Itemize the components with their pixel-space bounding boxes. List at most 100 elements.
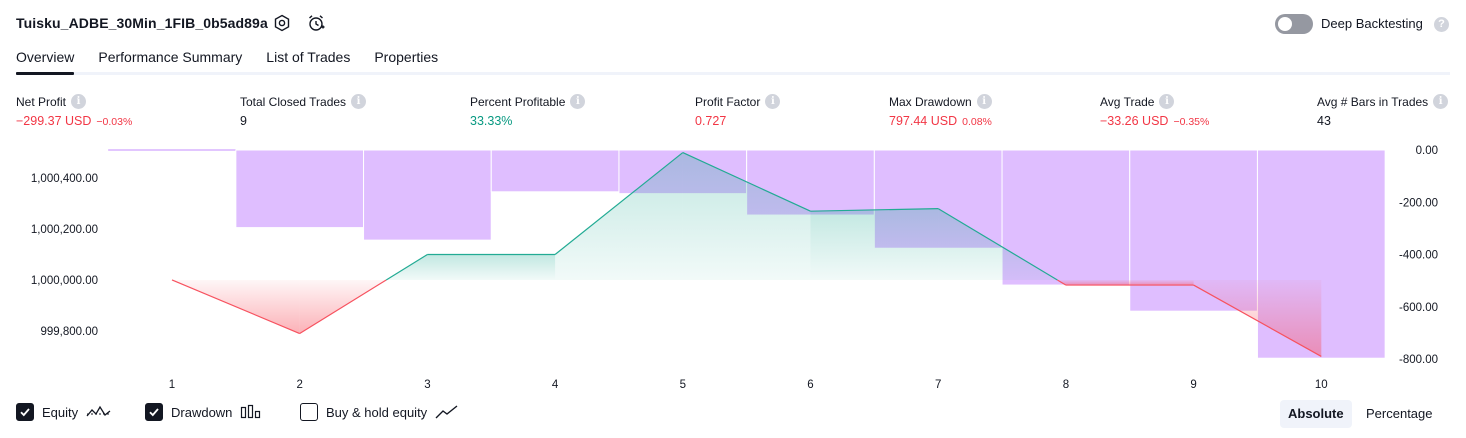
x-tick: 6: [807, 379, 813, 391]
drawdown-bar: [235, 149, 365, 229]
equity-fill-profit: [555, 152, 683, 280]
metric-percent-profitable: Percent Profitable i 33.33%: [470, 94, 586, 128]
tab-properties[interactable]: Properties: [374, 49, 439, 65]
metric-label: Max Drawdown: [889, 94, 972, 109]
metric-value: 0.727: [695, 114, 727, 128]
equity-y-tick: 1,000,000.00: [31, 275, 98, 287]
drawdown-y-axis: 0.00 -200.00 -400.00 -600.00 -800.00: [1399, 145, 1438, 366]
x-tick: 3: [424, 379, 430, 391]
x-tick: 2: [296, 379, 302, 391]
equity-line-segment: [810, 208, 939, 212]
drawdown-y-tick: -400.00: [1399, 250, 1438, 262]
metric-net-profit: Net Profit i −299.37 USD −0.03%: [16, 94, 132, 128]
drawdown-y-tick: -200.00: [1399, 197, 1438, 209]
info-icon[interactable]: i: [976, 94, 992, 109]
toggle-knob: [1278, 17, 1292, 31]
equity-line-segment: [385, 253, 428, 281]
metric-percent: 0.08%: [962, 116, 992, 128]
equity-line-segment: [1057, 279, 1067, 286]
legend-drawdown[interactable]: Drawdown: [145, 403, 262, 421]
legend-equity[interactable]: Equity: [16, 403, 112, 421]
settings-gear-icon[interactable]: [272, 13, 292, 33]
metric-label: Profit Factor: [695, 94, 761, 109]
legend-label: Equity: [42, 404, 79, 420]
metric-value: 797.44 USD: [889, 114, 958, 128]
metric-percent: −0.35%: [1173, 116, 1210, 128]
equity-line-segment: [937, 208, 1058, 281]
x-tick: 4: [552, 379, 559, 391]
info-icon[interactable]: i: [570, 94, 586, 109]
equity-y-tick: 999,800.00: [40, 326, 98, 338]
metric-value: −299.37 USD: [16, 114, 92, 128]
x-axis: 1 2 3 4 5 6 7 8 9 10: [169, 379, 1328, 391]
equity-fill-loss: [1193, 279, 1322, 357]
drawdown-bars: [108, 149, 1386, 359]
metric-label: Avg Trade: [1100, 94, 1155, 109]
equity-fill-profit: [682, 152, 811, 280]
equity-line-segment: [1193, 284, 1322, 357]
equity-line-segment: [299, 279, 387, 335]
equity-line: [171, 152, 1322, 357]
tab-bar: Overview Performance Summary List of Tra…: [16, 49, 462, 75]
metric-avg-bars-in-trades: Avg # Bars in Trades i 43: [1317, 94, 1449, 128]
x-tick: 10: [1315, 379, 1328, 391]
equity-y-axis: 1,000,400.00 1,000,200.00 1,000,000.00 999,…: [31, 173, 98, 338]
absolute-button[interactable]: Absolute: [1280, 400, 1352, 428]
metric-label: Net Profit: [16, 94, 67, 109]
metric-value: 33.33%: [470, 114, 513, 128]
metric-label: Avg # Bars in Trades: [1317, 94, 1429, 109]
equity-line-icon: [86, 405, 112, 417]
legend-label: Buy & hold equity: [326, 404, 428, 420]
x-tick: 8: [1063, 379, 1069, 391]
equity-y-tick: 1,000,200.00: [31, 224, 98, 236]
legend-buy-hold-equity[interactable]: Buy & hold equity: [300, 403, 459, 421]
metric-label: Percent Profitable: [470, 94, 566, 109]
equity-drawdown-chart[interactable]: 1,000,400.00 1,000,200.00 1,000,000.00 999,…: [0, 140, 1466, 395]
drawdown-bar: [363, 149, 492, 241]
info-icon[interactable]: i: [71, 94, 87, 109]
strategy-title: Tuisku_ADBE_30Min_1FIB_0b5ad89a: [16, 15, 268, 31]
percentage-button[interactable]: Percentage: [1366, 406, 1433, 421]
x-tick: 1: [169, 379, 175, 391]
x-tick: 7: [935, 379, 941, 391]
drawdown-y-tick: 0.00: [1416, 145, 1438, 157]
equity-y-tick: 1,000,400.00: [31, 173, 98, 185]
equity-fill-profit: [427, 254, 556, 280]
buy-hold-checkbox[interactable]: [300, 403, 318, 421]
drawdown-y-tick: -800.00: [1399, 354, 1438, 366]
metric-profit-factor: Profit Factor i 0.727: [695, 94, 781, 128]
tabs-underline: [16, 72, 1450, 75]
info-icon[interactable]: i: [351, 94, 367, 109]
metric-value: −33.26 USD: [1100, 114, 1169, 128]
metric-total-closed-trades: Total Closed Trades i 9: [240, 94, 367, 128]
drawdown-checkbox[interactable]: [145, 403, 163, 421]
info-icon[interactable]: i: [1433, 94, 1449, 109]
add-alert-clock-icon[interactable]: [306, 13, 326, 33]
metric-value: 9: [240, 114, 247, 128]
x-tick: 5: [680, 379, 686, 391]
drawdown-bar: [490, 149, 620, 193]
deep-backtesting-label: Deep Backtesting: [1321, 16, 1423, 31]
metric-label: Total Closed Trades: [240, 94, 347, 109]
buy-hold-line-icon: [435, 405, 458, 419]
metric-max-drawdown: Max Drawdown i 797.44 USD 0.08%: [889, 94, 992, 128]
help-icon[interactable]: ?: [1434, 17, 1449, 32]
info-icon[interactable]: i: [1159, 94, 1175, 109]
tab-list-of-trades[interactable]: List of Trades: [266, 49, 351, 65]
tab-performance-summary[interactable]: Performance Summary: [98, 49, 243, 65]
equity-line-segment: [554, 152, 684, 255]
drawdown-y-tick: -600.00: [1399, 302, 1438, 314]
equity-line-segment: [171, 279, 300, 335]
tab-overview[interactable]: Overview: [16, 49, 75, 75]
deep-backtesting-toggle[interactable]: [1275, 14, 1313, 34]
equity-line-segment: [682, 152, 811, 212]
metric-percent: −0.03%: [96, 116, 133, 128]
legend-label: Drawdown: [171, 404, 233, 420]
metric-value: 43: [1317, 114, 1331, 128]
equity-fill-loss: [1065, 279, 1194, 286]
equity-fill-profit: [810, 208, 939, 280]
x-tick: 9: [1190, 379, 1196, 391]
info-icon[interactable]: i: [765, 94, 781, 109]
metric-avg-trade: Avg Trade i −33.26 USD −0.35%: [1100, 94, 1209, 128]
equity-checkbox[interactable]: [16, 403, 34, 421]
